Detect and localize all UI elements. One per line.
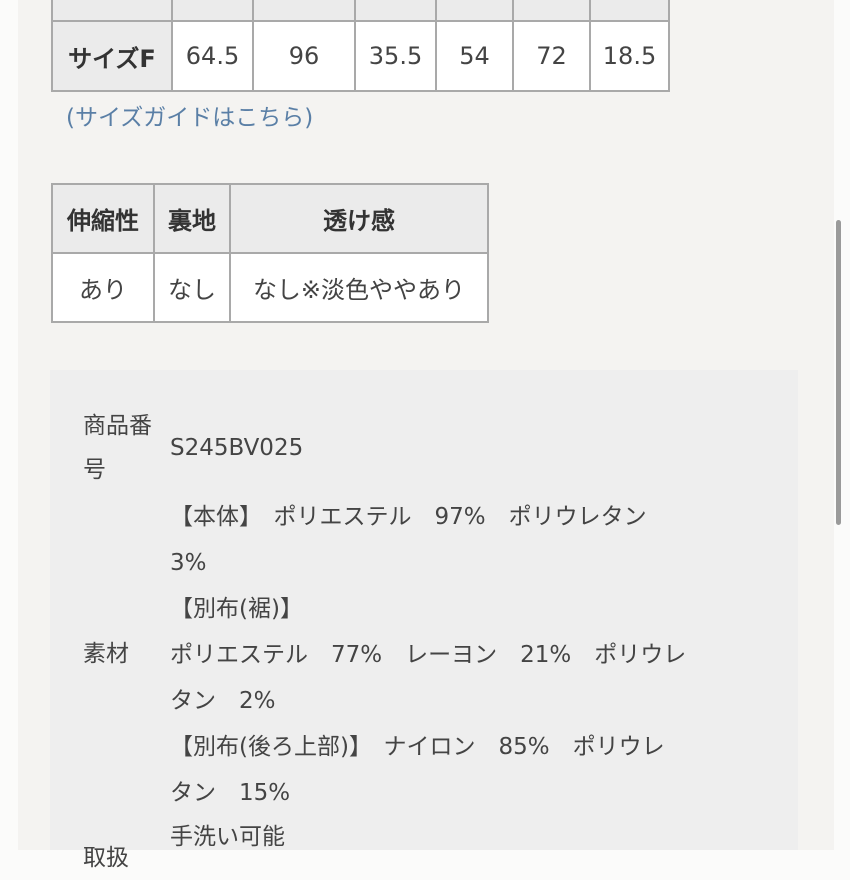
care-label: 取扱 bbox=[83, 845, 129, 871]
care-line: 手洗い可能 bbox=[170, 824, 285, 850]
header-cell bbox=[589, 0, 670, 22]
size-table: サイズF 64.5 96 35.5 54 72 18.5 bbox=[51, 0, 670, 92]
size-value: 96 bbox=[252, 20, 356, 92]
material-line: タン 2% bbox=[170, 688, 276, 714]
fabric-attributes-table: 伸縮性 裏地 透け感 あり なし なし※淡色ややあり bbox=[51, 183, 489, 323]
product-number-label: 商品番号 bbox=[83, 413, 152, 483]
transparency-value: なし※淡色ややあり bbox=[229, 252, 489, 323]
material-line: 【別布(後ろ上部)】 ナイロン 85% ポリウレ bbox=[170, 734, 665, 760]
header-lining: 裏地 bbox=[153, 183, 231, 254]
material-line: 【別布(裾)】 bbox=[170, 596, 303, 622]
header-stretch: 伸縮性 bbox=[51, 183, 155, 254]
header-cell bbox=[512, 0, 591, 22]
header-cell bbox=[354, 0, 437, 22]
header-cell bbox=[51, 0, 173, 22]
attr-header-row: 伸縮性 裏地 透け感 bbox=[51, 183, 489, 254]
size-value: 54 bbox=[435, 20, 514, 92]
size-value: 35.5 bbox=[354, 20, 437, 92]
header-cell bbox=[171, 0, 254, 22]
size-row: サイズF 64.5 96 35.5 54 72 18.5 bbox=[51, 20, 670, 92]
material-label: 素材 bbox=[83, 641, 129, 667]
lining-value: なし bbox=[153, 252, 231, 323]
size-value: 18.5 bbox=[589, 20, 670, 92]
material-line: 3% bbox=[170, 550, 207, 576]
size-guide-link[interactable]: (サイズガイドはこちら) bbox=[66, 105, 314, 131]
scrollbar[interactable] bbox=[836, 220, 841, 525]
size-value: 72 bbox=[512, 20, 591, 92]
header-cell bbox=[435, 0, 514, 22]
size-table-header-row bbox=[51, 0, 670, 22]
size-value: 64.5 bbox=[171, 20, 254, 92]
header-transparency: 透け感 bbox=[229, 183, 489, 254]
product-number-value: S245BV025 bbox=[170, 435, 304, 461]
size-label: サイズF bbox=[51, 20, 173, 92]
attr-value-row: あり なし なし※淡色ややあり bbox=[51, 252, 489, 323]
material-line: ポリエステル 77% レーヨン 21% ポリウレ bbox=[170, 642, 687, 668]
header-cell bbox=[252, 0, 356, 22]
stretch-value: あり bbox=[51, 252, 155, 323]
material-line: 【本体】 ポリエステル 97% ポリウレタン bbox=[170, 504, 647, 530]
product-info-panel: 商品番号 S245BV025 素材 【本体】 ポリエステル 97% ポリウレタン… bbox=[50, 370, 798, 871]
material-line: タン 15% bbox=[170, 780, 291, 806]
